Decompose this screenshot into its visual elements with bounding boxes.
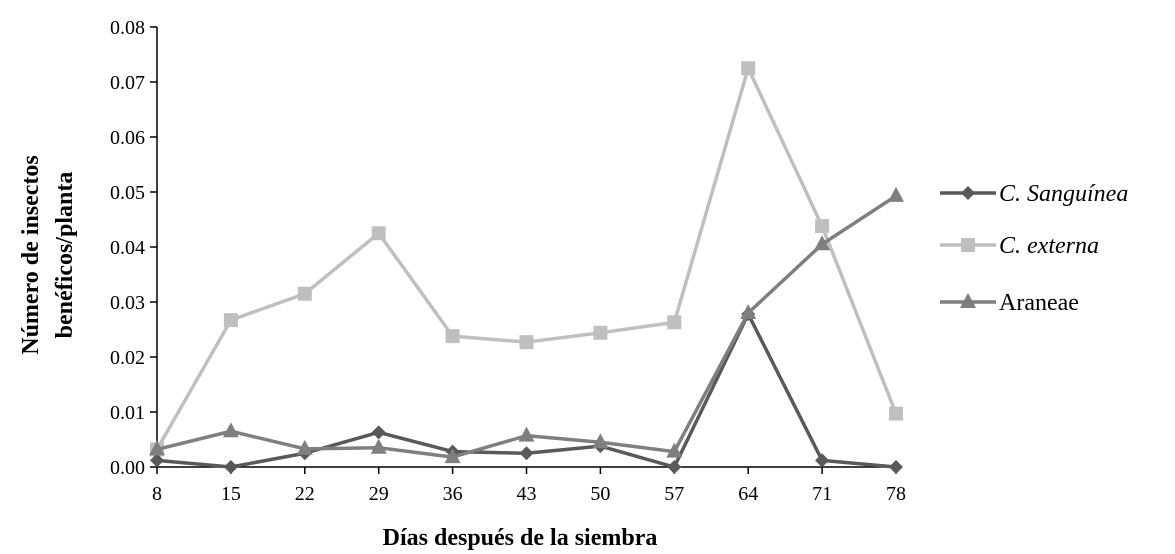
data-point [814, 235, 831, 251]
x-axis-title: Días después de la siembra [383, 525, 658, 551]
x-tick-label: 64 [738, 483, 758, 505]
x-tick-label: 36 [443, 483, 463, 505]
y-axis-ticks: 0.00 0.01 0.02 0.03 0.04 0.05 0.06 0.07 0.08 [110, 17, 157, 479]
data-point [666, 442, 683, 458]
data-point [150, 453, 164, 468]
legend-item: C. externa [940, 233, 1099, 259]
series-line [156, 194, 897, 459]
data-point [149, 440, 165, 456]
series-layer [149, 61, 904, 474]
x-tick-label: 8 [152, 483, 162, 505]
x-tick-label: 29 [369, 483, 389, 505]
legend-label: C. externa [999, 233, 1099, 259]
legend-label: C. Sanguínea [999, 181, 1128, 207]
y-tick-label: 0.03 [110, 292, 145, 314]
data-point [741, 61, 756, 76]
y-axis-title-line-2: benéficos/planta [52, 172, 78, 339]
x-tick-label: 50 [590, 483, 610, 505]
data-point [815, 219, 830, 234]
data-point [222, 422, 239, 438]
y-axis-title: Número de insectos benéficos/planta [18, 155, 78, 355]
data-point [592, 433, 609, 449]
legend-item: Araneae [940, 290, 1079, 316]
data-point [519, 446, 534, 461]
x-tick-label: 15 [221, 483, 241, 505]
y-tick-label: 0.08 [110, 17, 145, 39]
data-point [593, 325, 608, 340]
y-tick-label: 0.01 [110, 402, 145, 424]
axes [156, 27, 896, 468]
x-tick-label: 71 [812, 483, 832, 505]
y-axis-title-line-1: Número de insectos [18, 155, 44, 355]
data-point [297, 286, 312, 301]
data-point [371, 425, 386, 440]
data-point [667, 460, 682, 474]
legend-swatch-marker [960, 293, 976, 308]
y-tick-label: 0.07 [110, 72, 145, 94]
data-point [223, 460, 238, 474]
series-araneae [149, 186, 904, 464]
x-tick-label: 22 [295, 483, 315, 505]
data-point [888, 186, 904, 202]
legend: C. Sanguínea C. externa Araneae [940, 181, 1128, 316]
y-tick-label: 0.05 [110, 182, 145, 204]
data-point [370, 438, 387, 454]
legend-item: C. Sanguínea [940, 181, 1128, 207]
data-point [519, 335, 534, 350]
series-c-sangu-nea [150, 307, 903, 474]
x-tick-label: 57 [664, 483, 684, 505]
data-point [296, 439, 313, 455]
data-point [223, 313, 238, 328]
legend-swatch-marker [961, 238, 975, 252]
x-tick-label: 78 [886, 483, 906, 505]
data-point [889, 460, 903, 474]
data-point [371, 226, 386, 241]
data-point [444, 448, 461, 464]
y-tick-label: 0.04 [110, 237, 145, 259]
y-tick-label: 0.06 [110, 127, 145, 149]
data-point [740, 304, 757, 319]
data-point [518, 426, 535, 442]
data-point [445, 329, 460, 344]
x-axis-ticks: 8 15 22 29 36 43 50 57 64 71 78 [152, 467, 906, 505]
x-tick-label: 43 [517, 483, 537, 505]
y-tick-label: 0.00 [110, 457, 145, 479]
legend-label: Araneae [999, 290, 1079, 316]
series-line [155, 66, 898, 451]
data-point [815, 453, 830, 468]
data-point [667, 315, 682, 330]
legend-swatch-marker [961, 186, 975, 200]
data-point [889, 406, 903, 421]
y-tick-label: 0.02 [110, 347, 145, 369]
